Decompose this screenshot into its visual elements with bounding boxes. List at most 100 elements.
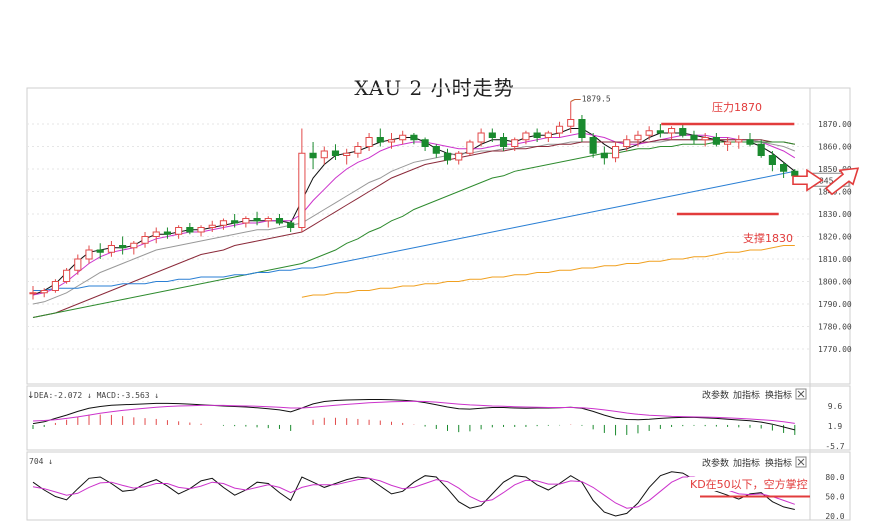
candle-up bbox=[466, 141, 474, 154]
candle-down bbox=[421, 139, 429, 147]
resistance-label: 压力1870 bbox=[712, 101, 762, 114]
arrow-up-right-icon bbox=[824, 167, 860, 196]
kd-tick-label: 80.0 bbox=[825, 473, 844, 482]
macd-panel-frame bbox=[26, 385, 851, 451]
candle-down bbox=[331, 150, 340, 156]
candle-up bbox=[701, 137, 709, 141]
candle-up bbox=[723, 141, 732, 145]
dea-line bbox=[32, 400, 795, 424]
candle-down bbox=[410, 134, 418, 141]
kd-tick-label: 20.0 bbox=[825, 512, 844, 521]
candle-up bbox=[399, 134, 407, 141]
candle-up bbox=[141, 236, 149, 244]
candle-down bbox=[432, 146, 440, 154]
candle-up bbox=[354, 146, 362, 154]
candle-up bbox=[522, 132, 530, 141]
ma-line-maroon bbox=[32, 139, 795, 318]
price-tick-label: 1850.00 bbox=[818, 165, 852, 174]
macd-header: DEA:-2.072 ↓ MACD:-3.563 ↓ bbox=[34, 391, 159, 400]
support-label: 支撑1830 bbox=[743, 231, 793, 245]
candle-up bbox=[63, 269, 71, 282]
candle-up bbox=[567, 119, 575, 127]
candle-down bbox=[600, 152, 608, 159]
price-tick-label: 1820.00 bbox=[818, 233, 852, 242]
candle-up bbox=[74, 258, 82, 271]
macd-close-x bbox=[797, 390, 805, 398]
price-tick-label: 1870.00 bbox=[818, 120, 852, 129]
candle-down bbox=[746, 139, 754, 145]
candle-down bbox=[690, 134, 698, 141]
price-tick-label: 1770.00 bbox=[818, 345, 852, 354]
candle-up bbox=[197, 227, 205, 233]
candle-up bbox=[40, 290, 48, 294]
candle-down bbox=[780, 164, 788, 172]
candle-up bbox=[242, 218, 250, 224]
candle-up bbox=[645, 130, 653, 136]
candle-down bbox=[309, 152, 317, 159]
candle-down bbox=[791, 170, 799, 177]
candle-up bbox=[623, 139, 631, 147]
price-tick-label: 1790.00 bbox=[818, 300, 852, 309]
candle-up bbox=[208, 224, 216, 228]
price-tick-label: 1860.00 bbox=[818, 143, 852, 152]
candle-down bbox=[533, 132, 541, 138]
candle-up bbox=[455, 152, 463, 161]
macd-header-arrow: ↓ bbox=[27, 391, 35, 401]
candle-down bbox=[589, 137, 597, 154]
candle-down bbox=[712, 137, 720, 145]
candle-down bbox=[96, 249, 104, 253]
candle-up bbox=[611, 146, 620, 159]
candle-down bbox=[253, 218, 261, 222]
macd-button-1[interactable]: 加指标 bbox=[733, 389, 760, 401]
macd-button-2[interactable]: 换指标 bbox=[765, 389, 792, 401]
kd-annotation-bg bbox=[688, 477, 808, 491]
candle-up bbox=[29, 292, 37, 295]
price-tick-label: 1830.00 bbox=[818, 210, 852, 219]
kd-button-1[interactable]: 加指标 bbox=[733, 457, 760, 469]
candle-up bbox=[107, 245, 116, 253]
candle-up bbox=[511, 139, 519, 147]
kd-tick-label: 50.0 bbox=[825, 493, 844, 502]
candle-up bbox=[264, 218, 272, 222]
candle-down bbox=[679, 128, 687, 136]
candle-down bbox=[376, 137, 384, 143]
candle-up bbox=[51, 281, 59, 291]
macd-button-0[interactable]: 改参数 bbox=[702, 389, 729, 401]
ma-line-gray bbox=[32, 139, 795, 305]
candle-down bbox=[499, 137, 508, 147]
candle-up bbox=[634, 134, 642, 141]
price-tick-label: 1810.00 bbox=[818, 255, 852, 264]
kd-annotation: KD在50以下，空方掌控 bbox=[690, 477, 808, 491]
candle-down bbox=[287, 222, 295, 228]
current-price-label: 1845.00 bbox=[814, 176, 848, 185]
price-tick-label: 1780.00 bbox=[818, 323, 852, 332]
candle-down bbox=[163, 231, 172, 235]
candle-down bbox=[443, 152, 452, 161]
ma-line-green bbox=[32, 141, 795, 318]
macd-tick-label: -5.7 bbox=[825, 442, 844, 451]
macd-line bbox=[32, 399, 795, 431]
candle-down bbox=[231, 220, 239, 224]
kd-button-2[interactable]: 换指标 bbox=[765, 457, 792, 469]
candle-down bbox=[768, 155, 776, 165]
candle-up bbox=[477, 132, 485, 143]
candle-down bbox=[578, 119, 586, 138]
k-line bbox=[32, 471, 795, 517]
candle-down bbox=[488, 132, 496, 138]
kd-header: 704 ↓ bbox=[29, 457, 53, 466]
candle-down bbox=[757, 143, 765, 156]
kd-button-0[interactable]: 改参数 bbox=[702, 457, 729, 469]
kd-close-x bbox=[797, 458, 805, 466]
kd-panel-frame bbox=[26, 451, 851, 521]
ma-line-blue bbox=[33, 170, 795, 291]
candle-up bbox=[365, 137, 373, 147]
candle-down bbox=[656, 130, 664, 134]
candle-up bbox=[544, 132, 552, 138]
candle-up bbox=[298, 152, 306, 228]
ma-line-orange bbox=[301, 245, 795, 298]
candle-up bbox=[667, 128, 676, 134]
arrow-right-icon bbox=[792, 168, 824, 192]
candle-up bbox=[555, 125, 564, 134]
candle-up bbox=[320, 150, 328, 159]
